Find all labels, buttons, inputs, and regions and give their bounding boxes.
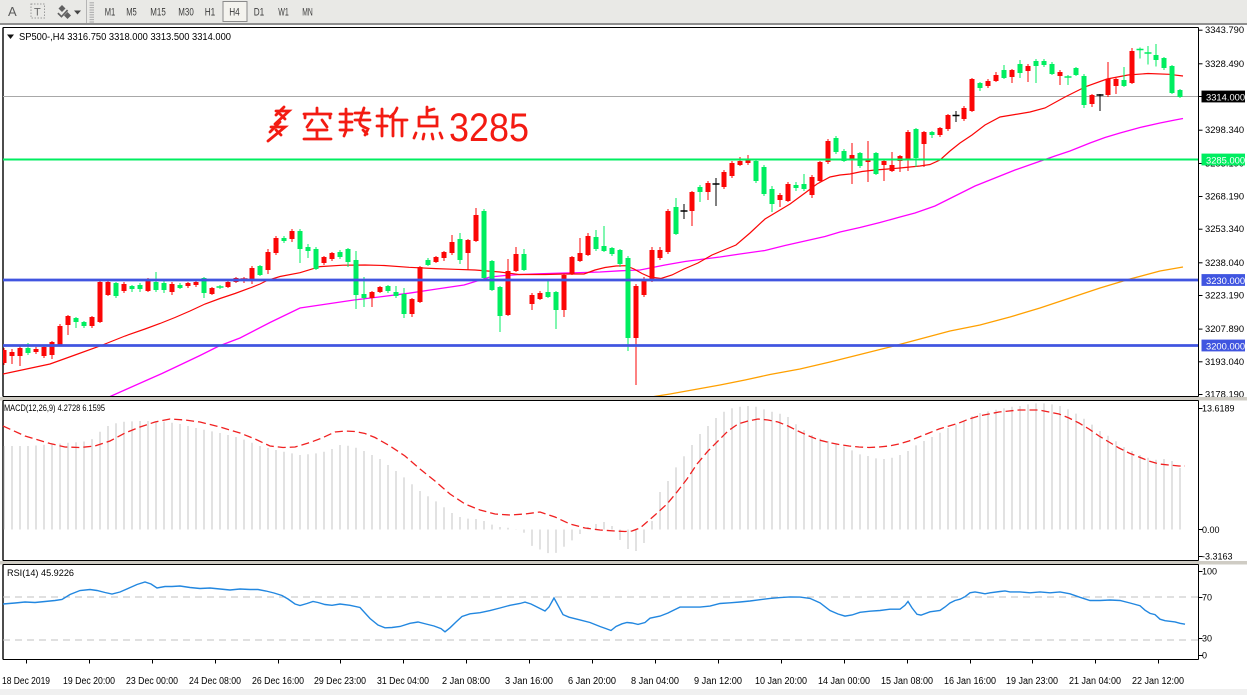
svg-text:19 Dec 20:00: 19 Dec 20:00 xyxy=(63,676,115,687)
svg-text:M5: M5 xyxy=(126,7,137,19)
svg-text:M15: M15 xyxy=(150,7,166,19)
svg-text:14 Jan 00:00: 14 Jan 00:00 xyxy=(818,676,870,687)
svg-text:31 Dec 04:00: 31 Dec 04:00 xyxy=(377,676,429,687)
svg-text:3230.000: 3230.000 xyxy=(1206,275,1245,286)
svg-text:D1: D1 xyxy=(254,7,265,19)
svg-text:6 Jan 20:00: 6 Jan 20:00 xyxy=(568,676,616,687)
svg-text:3328.490: 3328.490 xyxy=(1205,58,1244,69)
svg-text:15 Jan 08:00: 15 Jan 08:00 xyxy=(881,676,933,687)
svg-text:8 Jan 04:00: 8 Jan 04:00 xyxy=(631,676,679,687)
svg-text:3298.340: 3298.340 xyxy=(1205,124,1244,135)
svg-text:3285: 3285 xyxy=(449,106,529,150)
svg-text:9 Jan 12:00: 9 Jan 12:00 xyxy=(694,676,742,687)
svg-text:A: A xyxy=(8,4,17,19)
svg-text:24 Dec 08:00: 24 Dec 08:00 xyxy=(189,676,241,687)
svg-text:100: 100 xyxy=(1202,567,1217,577)
svg-text:3268.190: 3268.190 xyxy=(1205,191,1244,202)
svg-text:70: 70 xyxy=(1202,593,1212,603)
svg-text:RSI(14) 45.9226: RSI(14) 45.9226 xyxy=(7,568,74,578)
svg-text:MACD(12,26,9) 4.2728 6.1595: MACD(12,26,9) 4.2728 6.1595 xyxy=(4,403,105,413)
svg-text:3207.890: 3207.890 xyxy=(1205,323,1244,334)
svg-text:30: 30 xyxy=(1202,634,1212,644)
svg-text:19 Jan 23:00: 19 Jan 23:00 xyxy=(1006,676,1058,687)
svg-text:M30: M30 xyxy=(178,7,194,19)
svg-text:3343.790: 3343.790 xyxy=(1205,24,1244,35)
svg-text:3 Jan 16:00: 3 Jan 16:00 xyxy=(505,676,553,687)
svg-text:22 Jan 12:00: 22 Jan 12:00 xyxy=(1132,676,1184,687)
svg-text:3178.190: 3178.190 xyxy=(1205,389,1244,400)
svg-text:MN: MN xyxy=(302,7,313,19)
svg-text:M1: M1 xyxy=(105,7,116,19)
svg-text:10 Jan 20:00: 10 Jan 20:00 xyxy=(755,676,807,687)
svg-text:0.00: 0.00 xyxy=(1202,525,1220,535)
svg-text:3200.000: 3200.000 xyxy=(1206,340,1245,351)
svg-text:23 Dec 00:00: 23 Dec 00:00 xyxy=(126,676,178,687)
svg-text:0: 0 xyxy=(1202,651,1207,661)
svg-text:SP500-,H4 3316.750 3318.000 3: SP500-,H4 3316.750 3318.000 3313.500 331… xyxy=(19,32,231,43)
svg-text:H4: H4 xyxy=(229,7,240,19)
svg-text:3314.000: 3314.000 xyxy=(1206,91,1245,102)
svg-text:3285.000: 3285.000 xyxy=(1206,154,1245,165)
svg-text:3253.340: 3253.340 xyxy=(1205,223,1244,234)
svg-text:18 Dec 2019: 18 Dec 2019 xyxy=(2,676,50,687)
svg-text:W1: W1 xyxy=(278,7,289,19)
svg-text:3223.190: 3223.190 xyxy=(1205,290,1244,301)
svg-text:16 Jan 16:00: 16 Jan 16:00 xyxy=(944,676,996,687)
svg-text:3193.040: 3193.040 xyxy=(1205,356,1244,367)
svg-text:26 Dec 16:00: 26 Dec 16:00 xyxy=(252,676,304,687)
svg-text:3238.040: 3238.040 xyxy=(1205,257,1244,268)
svg-text:13.6189: 13.6189 xyxy=(1202,404,1235,414)
svg-text:21 Jan 04:00: 21 Jan 04:00 xyxy=(1069,676,1121,687)
svg-text:29 Dec 23:00: 29 Dec 23:00 xyxy=(314,676,366,687)
svg-text:2 Jan 08:00: 2 Jan 08:00 xyxy=(442,676,490,687)
svg-text:T: T xyxy=(34,7,41,19)
svg-text:H1: H1 xyxy=(205,7,216,19)
svg-text:-3.3163: -3.3163 xyxy=(1202,552,1233,562)
